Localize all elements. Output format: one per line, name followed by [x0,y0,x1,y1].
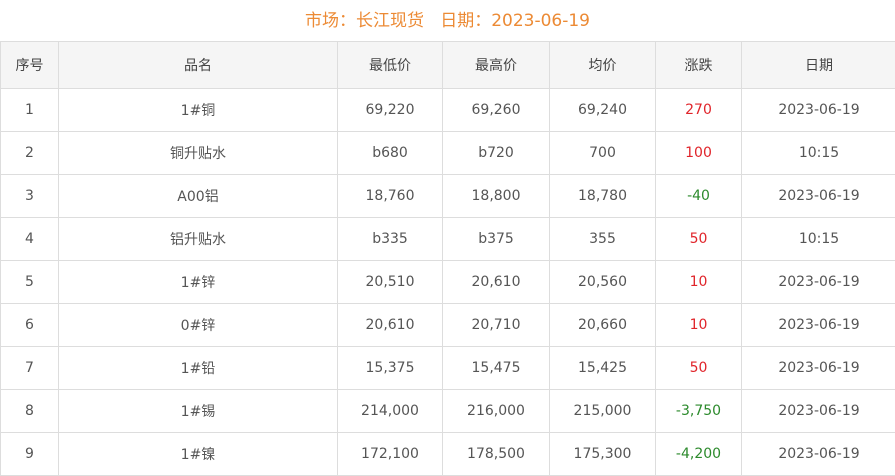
cell-avg: 175,300 [550,433,656,476]
cell-high: 216,000 [443,390,550,433]
cell-high: 20,710 [443,304,550,347]
cell-date: 10:15 [742,132,895,175]
cell-name: 1#铜 [59,89,338,132]
cell-no: 4 [1,218,59,261]
col-name-header: 品名 [59,42,338,89]
cell-change: 10 [656,261,742,304]
cell-high: 15,475 [443,347,550,390]
table-header-row: 序号品名最低价最高价均价涨跌日期 [1,42,895,89]
cell-date: 2023-06-19 [742,304,895,347]
date-value: 2023-06-19 [491,11,590,31]
col-low-header: 最低价 [338,42,443,89]
cell-low: 214,000 [338,390,443,433]
cell-avg: 20,660 [550,304,656,347]
cell-low: b335 [338,218,443,261]
cell-date: 2023-06-19 [742,89,895,132]
cell-avg: 18,780 [550,175,656,218]
cell-date: 2023-06-19 [742,390,895,433]
cell-avg: 215,000 [550,390,656,433]
cell-high: 18,800 [443,175,550,218]
cell-avg: 69,240 [550,89,656,132]
col-avg-header: 均价 [550,42,656,89]
cell-low: 69,220 [338,89,443,132]
col-index-header: 序号 [1,42,59,89]
cell-low: b680 [338,132,443,175]
cell-no: 3 [1,175,59,218]
cell-change: 10 [656,304,742,347]
cell-no: 7 [1,347,59,390]
cell-change: 50 [656,347,742,390]
date-label: 日期： [440,11,491,31]
cell-high: 20,610 [443,261,550,304]
cell-change: -4,200 [656,433,742,476]
cell-low: 18,760 [338,175,443,218]
cell-name: 铝升贴水 [59,218,338,261]
cell-change: 50 [656,218,742,261]
cell-no: 9 [1,433,59,476]
cell-low: 172,100 [338,433,443,476]
cell-low: 20,610 [338,304,443,347]
cell-name: 1#镍 [59,433,338,476]
cell-avg: 15,425 [550,347,656,390]
col-high-header: 最高价 [443,42,550,89]
cell-low: 15,375 [338,347,443,390]
cell-no: 1 [1,89,59,132]
cell-high: b375 [443,218,550,261]
cell-change: -3,750 [656,390,742,433]
cell-change: 100 [656,132,742,175]
cell-name: 铜升贴水 [59,132,338,175]
cell-name: 0#锌 [59,304,338,347]
cell-date: 2023-06-19 [742,261,895,304]
cell-no: 2 [1,132,59,175]
cell-date: 2023-06-19 [742,175,895,218]
cell-change: -40 [656,175,742,218]
cell-no: 5 [1,261,59,304]
cell-avg: 700 [550,132,656,175]
cell-date: 10:15 [742,218,895,261]
cell-name: 1#锡 [59,390,338,433]
cell-high: 69,260 [443,89,550,132]
cell-name: 1#锌 [59,261,338,304]
col-date-header: 日期 [742,42,895,89]
cell-avg: 355 [550,218,656,261]
cell-date: 2023-06-19 [742,433,895,476]
market-value: 长江现货 [356,11,424,31]
page-title: 市场：长江现货 日期：2023-06-19 [0,0,895,41]
cell-date: 2023-06-19 [742,347,895,390]
market-label: 市场： [305,11,356,31]
cell-change: 270 [656,89,742,132]
cell-name: A00铝 [59,175,338,218]
cell-name: 1#铅 [59,347,338,390]
cell-high: b720 [443,132,550,175]
cell-no: 8 [1,390,59,433]
cell-high: 178,500 [443,433,550,476]
cell-low: 20,510 [338,261,443,304]
cell-avg: 20,560 [550,261,656,304]
col-change-header: 涨跌 [656,42,742,89]
cell-no: 6 [1,304,59,347]
